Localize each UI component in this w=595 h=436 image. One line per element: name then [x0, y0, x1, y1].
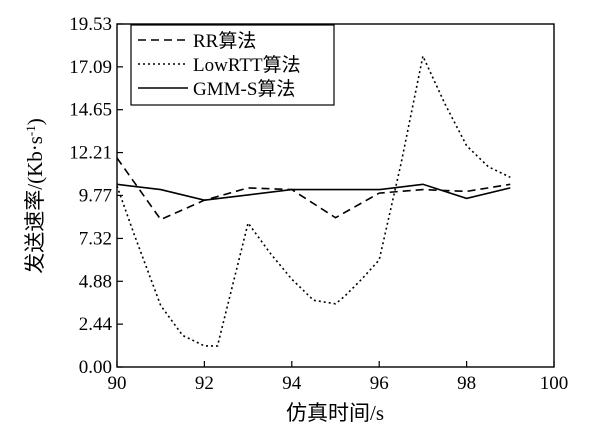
y-tick-label: 4.88	[79, 271, 112, 292]
y-tick-label: 2.44	[79, 314, 113, 335]
y-axis-title-close: )	[23, 118, 47, 125]
y-tick-label: 7.32	[79, 228, 112, 249]
y-axis-title: 发送速率/(Kb·s-1)	[23, 118, 48, 274]
x-tick-label: 94	[282, 373, 302, 394]
y-tick-label: 14.65	[69, 100, 112, 121]
y-tick-label: 9.77	[79, 185, 112, 206]
series-layer	[116, 53, 511, 347]
y-tick-label: 0.00	[79, 357, 112, 378]
y-tick-label: 17.09	[69, 57, 112, 78]
x-tick-label: 96	[370, 373, 389, 394]
legend-label-2: LowRTT算法	[193, 54, 301, 76]
series-line-2	[116, 53, 511, 347]
legend-label-1: RR算法	[193, 30, 256, 52]
y-axis-title-main: 发送速率/(Kb·s	[23, 136, 47, 274]
x-tick-label: 90	[108, 373, 127, 394]
x-axis-title: 仿真时间/s	[286, 401, 384, 425]
y-tick-label: 12.21	[69, 143, 112, 164]
y-tick-label: 19.53	[69, 14, 112, 35]
legend-label-3: GMM-S算法	[193, 78, 295, 100]
ticks-layer: 90 92 94 96 98 100 0.00 2.44 4.88 7.32 9.77 12.21 14…	[69, 14, 568, 394]
legend-box	[130, 24, 335, 106]
x-tick-label: 98	[457, 373, 476, 394]
y-axis-title-superscript: -1	[23, 125, 38, 136]
series-line-3	[116, 183, 511, 202]
x-tick-label: 92	[195, 373, 214, 394]
x-tick-label: 100	[540, 373, 569, 394]
series-line-1	[116, 157, 511, 221]
